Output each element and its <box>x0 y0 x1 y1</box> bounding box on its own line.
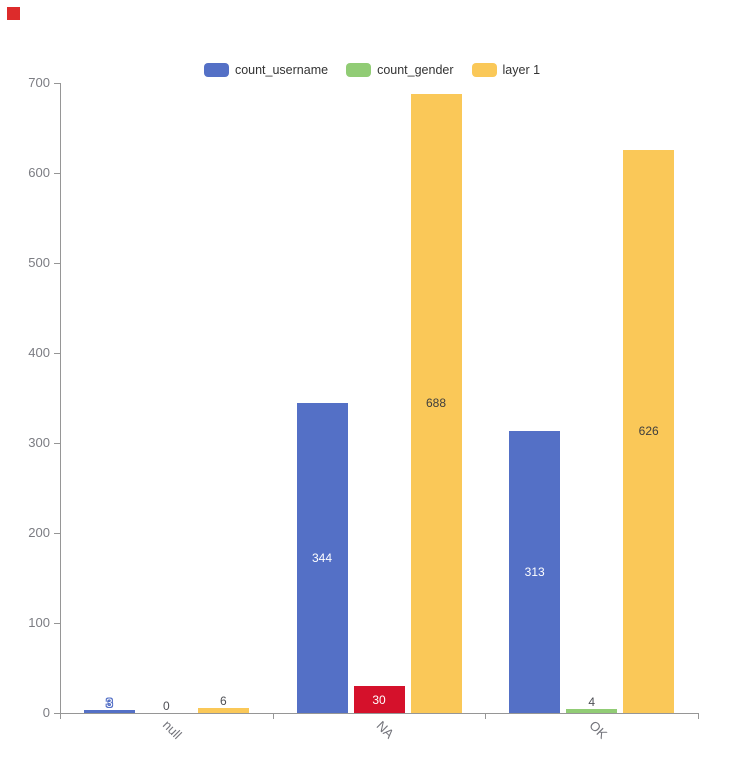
y-axis-tick <box>54 623 60 624</box>
red-marker-square <box>7 7 20 20</box>
y-axis-tick <box>54 713 60 714</box>
legend-item-layer-1[interactable]: layer 1 <box>471 62 541 78</box>
bar-value-label: 626 <box>638 424 659 439</box>
bar-value-label: 3 <box>105 696 113 711</box>
legend: count_username count_gender layer 1 <box>0 62 744 78</box>
y-axis-tick <box>54 83 60 84</box>
bar-value-label: 30 <box>372 692 386 707</box>
x-axis-tick <box>272 713 274 719</box>
bar-value-label: 344 <box>311 551 333 566</box>
y-axis-tick <box>54 173 60 174</box>
y-axis-tick-label: 400 <box>28 345 50 360</box>
y-axis-tick-label: 500 <box>28 255 50 270</box>
bar-layer-1-null[interactable] <box>197 707 249 713</box>
bar-value-label: 313 <box>524 565 545 580</box>
legend-swatch-icon <box>471 63 497 77</box>
bar-count_username-NA[interactable] <box>296 403 348 713</box>
y-axis-tick-label: 300 <box>28 435 50 450</box>
bar-value-label: 4 <box>588 695 595 710</box>
legend-item-label: count_gender <box>377 63 454 77</box>
legend-item-count_username[interactable]: count_username <box>203 62 329 78</box>
x-axis-tick <box>485 713 487 719</box>
legend-swatch-icon <box>346 63 372 77</box>
bar-value-label: 6 <box>219 693 227 708</box>
y-axis-tick-label: 100 <box>28 615 50 630</box>
y-axis-tick <box>54 353 60 354</box>
legend-item-label: count_username <box>234 63 329 77</box>
y-axis-tick-label: 200 <box>28 525 50 540</box>
y-axis-tick-label: 600 <box>28 165 50 180</box>
bar-count_gender-OK[interactable] <box>566 709 618 713</box>
bar-value-label: 0 <box>162 699 170 713</box>
legend-item-count_gender[interactable]: count_gender <box>346 62 454 78</box>
bar-count_username-null[interactable] <box>83 710 135 713</box>
y-axis-tick <box>54 443 60 444</box>
bar-count_gender-NA[interactable] <box>353 686 405 713</box>
legend-swatch-icon <box>203 63 229 77</box>
y-axis-tick-label: 0 <box>42 705 50 720</box>
y-axis-tick-label: 700 <box>28 75 50 90</box>
bar-layer-1-OK[interactable] <box>623 149 675 713</box>
x-axis-tick <box>60 713 61 719</box>
bar-count_username-OK[interactable] <box>509 431 561 713</box>
y-axis-tick <box>54 533 60 534</box>
legend-item-label: layer 1 <box>502 63 541 77</box>
y-axis-tick <box>54 263 60 264</box>
y-axis-line <box>60 83 61 713</box>
x-axis-line <box>59 713 699 714</box>
bar-value-label: 688 <box>425 396 447 411</box>
bar-layer-1-NA[interactable] <box>410 93 462 713</box>
x-axis-tick <box>698 713 699 719</box>
